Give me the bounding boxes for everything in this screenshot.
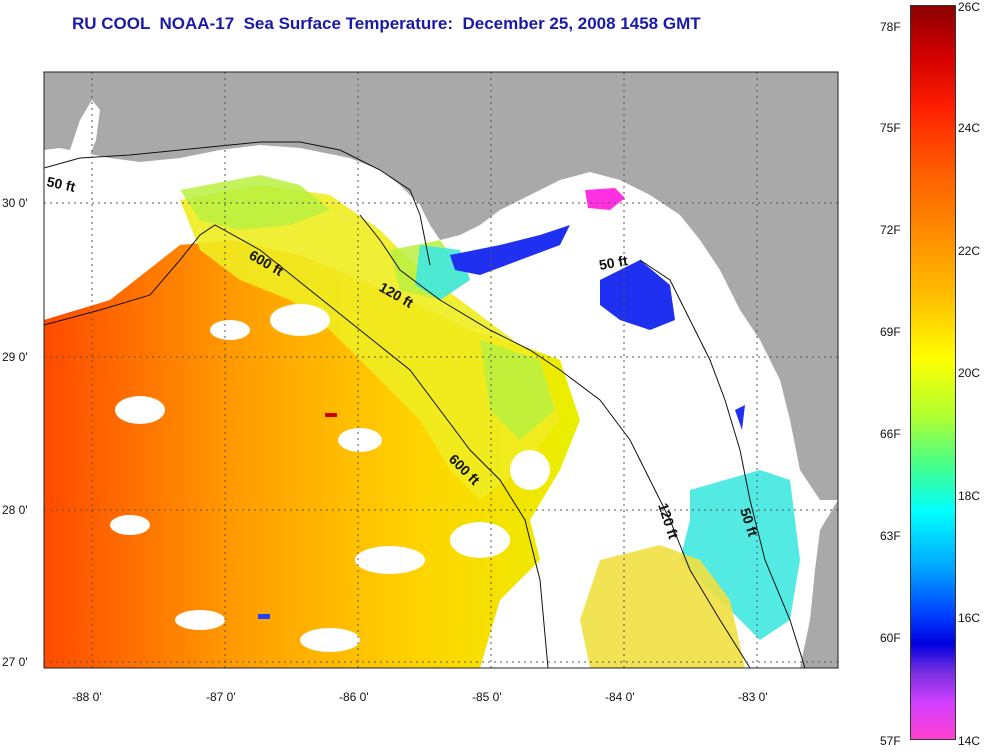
colorbar-celsius-label: 22C — [958, 244, 981, 258]
colorbar-fahrenheit-label: 72F — [880, 223, 901, 237]
cyan-water-region — [415, 245, 800, 640]
colorbar-fahrenheit-label: 66F — [880, 427, 901, 441]
colorbar-fahrenheit-label: 63F — [880, 529, 901, 543]
contour-label: 50 ft — [45, 173, 77, 195]
map-frame — [43, 71, 839, 669]
lon-label: -86 0' — [339, 690, 369, 704]
blue-marker — [258, 614, 270, 619]
land-northern-gulf-coast — [44, 72, 838, 500]
map-title: RU COOL NOAA-17 Sea Surface Temperature:… — [72, 14, 701, 33]
lon-label: -87 0' — [206, 690, 236, 704]
lon-label: -88 0' — [72, 690, 102, 704]
lat-label: 28 0' — [2, 503, 28, 517]
lat-label: 27 0' — [2, 655, 28, 669]
colorbar-celsius-label: 18C — [958, 489, 981, 503]
lon-label: -85 0' — [472, 690, 502, 704]
colorbar-celsius-label: 24C — [958, 121, 981, 135]
lat-label: 29 0' — [2, 350, 28, 364]
colorbar-celsius-label: 26C — [958, 0, 981, 14]
colorbar-fahrenheit-label: 57F — [880, 734, 901, 748]
contour-label: 50 ft — [598, 252, 629, 273]
temperature-colorbar — [910, 5, 956, 740]
lat-lon-grid — [44, 72, 838, 668]
depth-contours — [44, 141, 806, 668]
colorbar-fahrenheit-label: 78F — [880, 20, 901, 34]
colorbar-fahrenheit-label: 75F — [880, 121, 901, 135]
colorbar-fahrenheit-label: 60F — [880, 631, 901, 645]
colorbar-celsius-label: 16C — [958, 611, 981, 625]
lon-label: -83 0' — [738, 690, 768, 704]
colorbar-celsius-label: 14C — [958, 734, 981, 748]
colorbar-fahrenheit-label: 69F — [880, 325, 901, 339]
lat-label: 30 0' — [2, 196, 28, 210]
yellow-water-region — [180, 185, 560, 500]
green-water-region — [180, 175, 555, 440]
coldest-water-region — [585, 188, 625, 210]
red-marker — [325, 413, 337, 417]
colorbar-celsius-label: 20C — [958, 366, 981, 380]
cloud-gaps — [110, 304, 550, 652]
lon-label: -84 0' — [605, 690, 635, 704]
land-southeast-florida — [800, 500, 838, 668]
southeast-warm-patch — [580, 545, 745, 668]
